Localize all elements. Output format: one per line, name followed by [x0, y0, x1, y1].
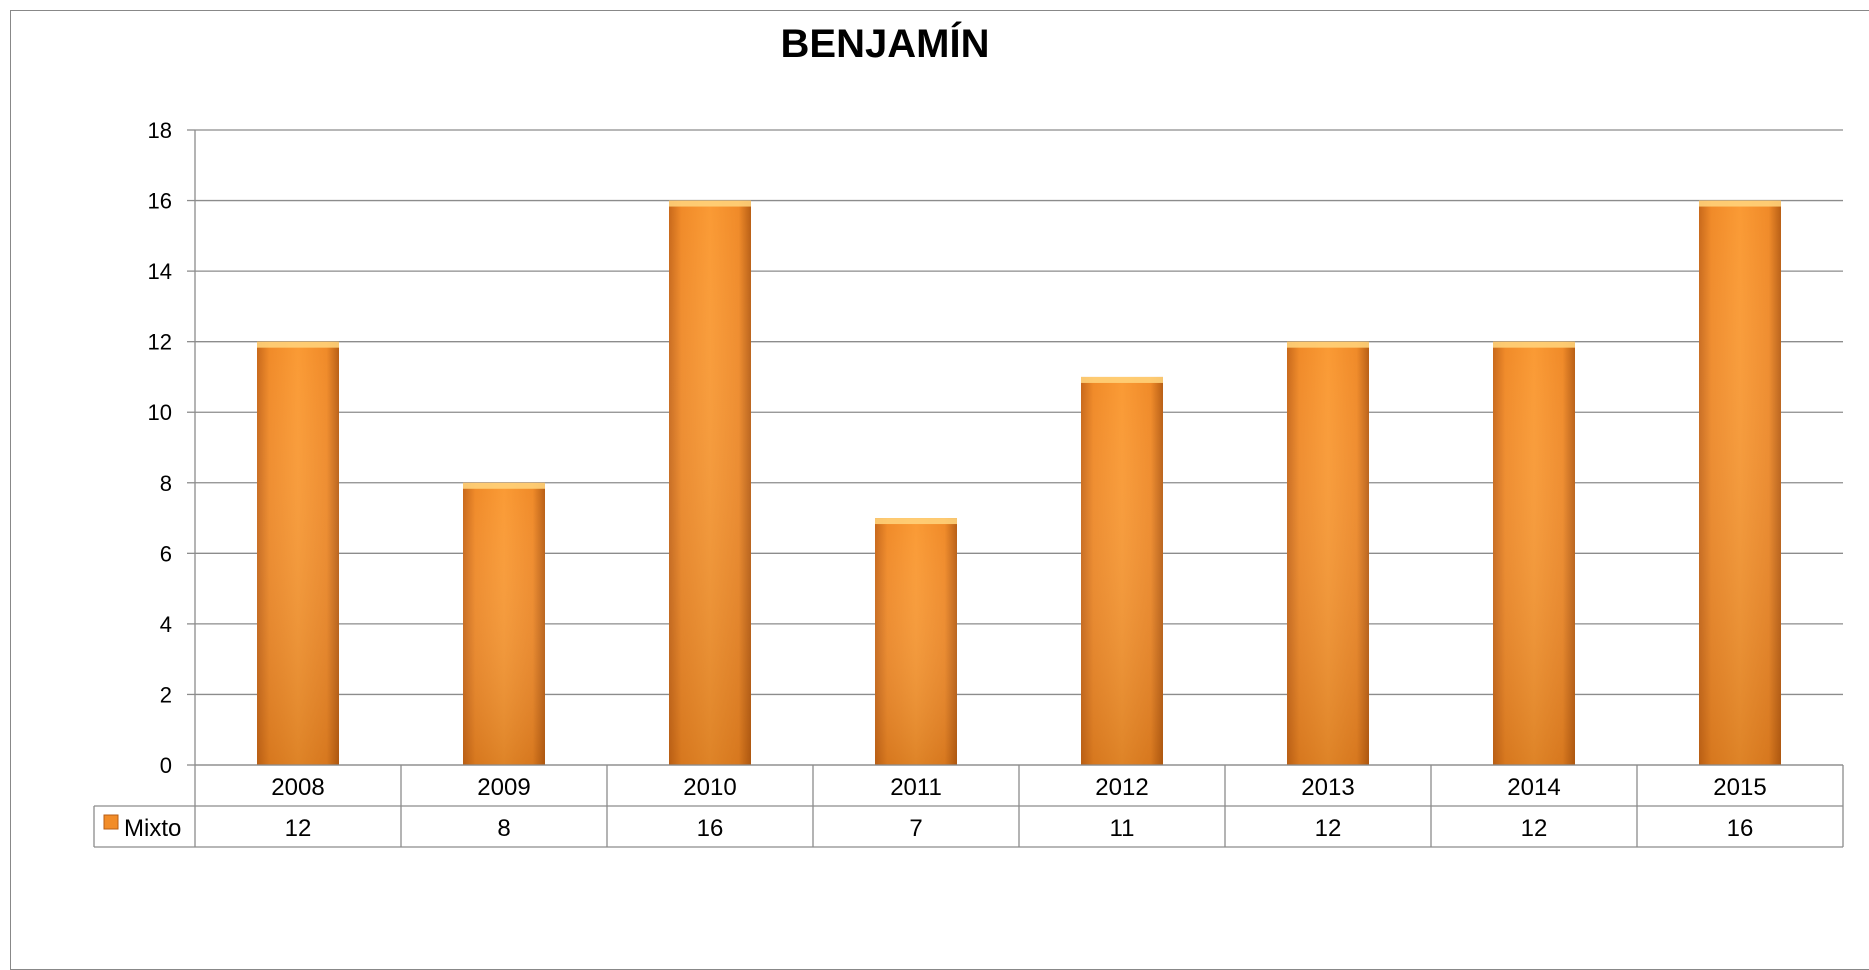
- data-label: 12: [285, 815, 312, 842]
- bar-shade: [669, 200, 751, 766]
- x-tick-label: 2015: [1713, 774, 1766, 801]
- bar-shade: [875, 518, 957, 765]
- data-label: 7: [909, 815, 922, 842]
- y-tick-label: 6: [160, 541, 172, 566]
- gridlines: [187, 129, 1843, 766]
- bar-top-highlight: [1699, 200, 1781, 207]
- bar-top-highlight: [1493, 341, 1575, 348]
- data-label: 11: [1110, 815, 1135, 842]
- legend-key: [103, 814, 119, 830]
- bar-shade: [1493, 341, 1575, 765]
- bar-shade: [257, 341, 339, 765]
- y-tick-label: 14: [148, 259, 172, 284]
- bar-shade: [1287, 341, 1369, 765]
- x-tick-label: 2010: [683, 774, 736, 801]
- bar-top-highlight: [463, 482, 545, 489]
- y-tick-label: 4: [160, 612, 172, 637]
- x-tick-label: 2013: [1301, 774, 1354, 801]
- data-label: 12: [1315, 815, 1342, 842]
- x-tick-label: 2009: [477, 774, 530, 801]
- y-tick-label: 0: [160, 753, 172, 778]
- bar-shade: [463, 482, 545, 765]
- data-label: 8: [497, 815, 510, 842]
- bar-top-highlight: [1081, 376, 1163, 383]
- x-tick-label: 2012: [1095, 774, 1148, 801]
- bars: [257, 200, 1781, 766]
- bar-top-highlight: [669, 200, 751, 207]
- bar-top-highlight: [875, 518, 957, 525]
- chart-title: BENJAMÍN: [780, 22, 990, 66]
- data-label: 16: [1727, 815, 1754, 842]
- bar-shade: [1081, 376, 1163, 765]
- y-axis-ticks: 0 2 4 6 8 10 12 14 16 18: [148, 118, 172, 778]
- bar-shade: [1699, 200, 1781, 766]
- data-label: 16: [697, 815, 724, 842]
- y-tick-label: 18: [148, 118, 172, 143]
- y-tick-label: 8: [160, 471, 172, 496]
- data-table: 2008 2009 2010 2011 2012 2013 2014 2015 12 8 16 7 11…: [93, 764, 1844, 848]
- legend-label: Mixto: [124, 815, 181, 842]
- y-tick-label: 2: [160, 682, 172, 707]
- x-tick-label: 2014: [1507, 774, 1560, 801]
- x-tick-label: 2008: [271, 774, 324, 801]
- y-tick-label: 16: [148, 189, 172, 214]
- x-tick-label: 2011: [890, 774, 942, 801]
- bar-top-highlight: [257, 341, 339, 348]
- bar-top-highlight: [1287, 341, 1369, 348]
- bar-chart: 0 2 4 6 8 10 12 14 16 18 2008 2009 2010 2011 2012 2013…: [93, 118, 1844, 848]
- y-tick-label: 10: [148, 400, 172, 425]
- y-tick-label: 12: [148, 330, 172, 355]
- data-label: 12: [1521, 815, 1548, 842]
